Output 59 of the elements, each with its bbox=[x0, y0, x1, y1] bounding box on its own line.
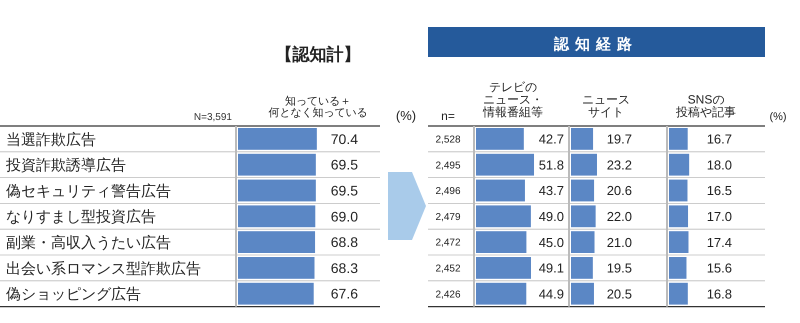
data-label: 23.2 bbox=[606, 157, 632, 172]
y-tick-label: 偽セキュリティ警告広告 bbox=[6, 182, 171, 200]
y-tick-label: 偽ショッピング広告 bbox=[6, 286, 141, 304]
chart-title: 認知経路 bbox=[553, 36, 638, 53]
y-tick-label: 2,496 bbox=[435, 186, 461, 198]
y-tick-label: 出会い系ロマンス型詐欺広告 bbox=[6, 260, 201, 278]
bar bbox=[476, 257, 531, 279]
data-label: 69.5 bbox=[330, 182, 358, 199]
data-label: 19.5 bbox=[606, 260, 632, 276]
data-label: 16.7 bbox=[706, 132, 732, 147]
data-label: 16.5 bbox=[706, 183, 732, 198]
y-tick-label: 2,472 bbox=[435, 238, 461, 249]
data-label: 67.6 bbox=[330, 286, 358, 302]
y-tick-label: なりすまし型投資広告 bbox=[6, 208, 156, 226]
y-tick-label: 2,495 bbox=[435, 160, 461, 172]
series-label: SNSの投稿や記事 bbox=[675, 92, 736, 119]
chart-title: 【認知計】 bbox=[276, 45, 360, 64]
data-label: 45.0 bbox=[538, 234, 564, 250]
data-label: 15.6 bbox=[706, 260, 732, 276]
data-label: 42.7 bbox=[538, 132, 564, 147]
data-label: 19.7 bbox=[606, 132, 632, 147]
text: N=3,591 bbox=[194, 112, 232, 123]
y-tick-label: 副業・高収入うたい広告 bbox=[6, 234, 171, 252]
series-label: テレビのニュース・情報番組等 bbox=[482, 80, 543, 119]
data-label: 22.0 bbox=[606, 208, 632, 224]
bar bbox=[476, 231, 526, 253]
bar bbox=[476, 180, 525, 202]
text: (%) bbox=[769, 111, 787, 123]
bar bbox=[476, 282, 526, 305]
data-label: 18.0 bbox=[706, 157, 732, 172]
data-label: 20.6 bbox=[606, 183, 632, 198]
data-label: 68.3 bbox=[330, 260, 358, 276]
data-label: 49.0 bbox=[538, 208, 564, 224]
text: (%) bbox=[396, 108, 416, 123]
y-tick-label: 2,528 bbox=[435, 134, 461, 146]
bar bbox=[476, 154, 534, 176]
data-label: 69.0 bbox=[330, 208, 358, 224]
data-label: 17.0 bbox=[706, 208, 732, 224]
y-tick-label: 当選詐欺広告 bbox=[6, 131, 96, 148]
bar bbox=[476, 128, 524, 150]
y-tick-label: 2,479 bbox=[435, 212, 461, 223]
y-tick-label: 投資詐欺誘導広告 bbox=[5, 157, 126, 174]
y-tick-label: 2,426 bbox=[435, 289, 461, 300]
text: n= bbox=[441, 109, 455, 123]
series-label: 知っている＋何となく知っている bbox=[268, 95, 368, 119]
bar bbox=[476, 205, 531, 228]
data-label: 51.8 bbox=[538, 157, 564, 172]
data-label: 68.8 bbox=[330, 234, 358, 250]
data-label: 43.7 bbox=[538, 183, 564, 198]
series-label: ニュースサイト bbox=[582, 92, 630, 119]
data-label: 17.4 bbox=[706, 234, 732, 250]
data-label: 70.4 bbox=[330, 130, 358, 147]
data-label: 49.1 bbox=[538, 260, 564, 276]
data-label: 20.5 bbox=[606, 286, 632, 302]
data-label: 16.8 bbox=[706, 286, 732, 302]
data-label: 21.0 bbox=[606, 234, 632, 250]
y-tick-label: 2,452 bbox=[435, 264, 461, 274]
data-label: 44.9 bbox=[538, 286, 564, 302]
data-label: 69.5 bbox=[330, 156, 358, 173]
